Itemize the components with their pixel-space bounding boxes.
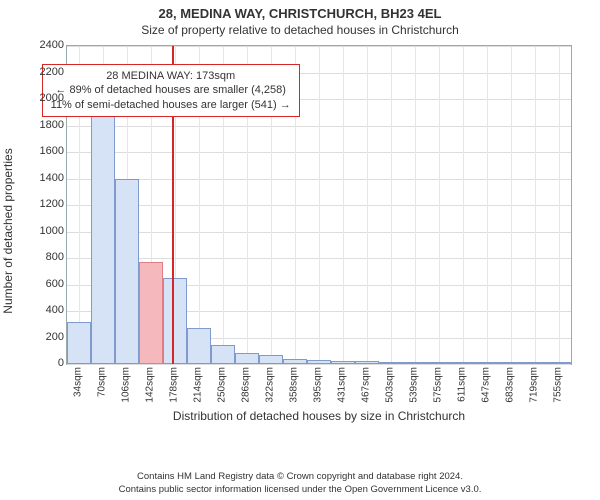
x-tick-label: 70sqm bbox=[97, 367, 108, 397]
histogram-bar bbox=[211, 345, 235, 364]
histogram-bar bbox=[139, 262, 163, 364]
y-tick-label: 2400 bbox=[24, 39, 64, 51]
gridline-v bbox=[367, 46, 368, 364]
histogram-bar bbox=[283, 359, 307, 364]
annotation-line-3: 11% of semi-detached houses are larger (… bbox=[51, 98, 291, 112]
y-tick-label: 400 bbox=[24, 304, 64, 316]
gridline-v bbox=[487, 46, 488, 364]
x-tick-label: 431sqm bbox=[337, 367, 348, 403]
gridline-v bbox=[343, 46, 344, 364]
x-tick-label: 539sqm bbox=[409, 367, 420, 403]
annotation-box: 28 MEDINA WAY: 173sqm← 89% of detached h… bbox=[42, 64, 300, 117]
x-tick-label: 755sqm bbox=[553, 367, 564, 403]
x-tick-label: 395sqm bbox=[313, 367, 324, 403]
x-tick-label: 34sqm bbox=[73, 367, 84, 397]
footer-line-2: Contains public sector information licen… bbox=[0, 484, 600, 496]
chart-title-main: 28, MEDINA WAY, CHRISTCHURCH, BH23 4EL bbox=[0, 0, 600, 21]
x-tick-label: 250sqm bbox=[217, 367, 228, 403]
y-tick-label: 1000 bbox=[24, 225, 64, 237]
y-tick-label: 600 bbox=[24, 278, 64, 290]
x-tick-label: 214sqm bbox=[193, 367, 204, 403]
x-tick-label: 503sqm bbox=[385, 367, 396, 403]
histogram-bar bbox=[499, 362, 523, 364]
gridline-v bbox=[463, 46, 464, 364]
y-tick-label: 200 bbox=[24, 331, 64, 343]
x-tick-label: 575sqm bbox=[433, 367, 444, 403]
histogram-bar bbox=[115, 179, 139, 365]
y-tick-label: 1400 bbox=[24, 172, 64, 184]
histogram-bar bbox=[259, 355, 283, 364]
annotation-line-1: 28 MEDINA WAY: 173sqm bbox=[51, 69, 291, 83]
gridline-v bbox=[391, 46, 392, 364]
y-tick-label: 2200 bbox=[24, 66, 64, 78]
histogram-bar bbox=[307, 360, 331, 364]
footer-attribution: Contains HM Land Registry data © Crown c… bbox=[0, 471, 600, 496]
x-tick-label: 322sqm bbox=[265, 367, 276, 403]
x-tick-label: 467sqm bbox=[361, 367, 372, 403]
x-tick-label: 106sqm bbox=[121, 367, 132, 403]
gridline-v bbox=[319, 46, 320, 364]
gridline-v bbox=[415, 46, 416, 364]
histogram-bar bbox=[547, 362, 571, 364]
y-axis-label: Number of detached properties bbox=[1, 148, 15, 313]
footer-line-1: Contains HM Land Registry data © Crown c… bbox=[0, 471, 600, 483]
histogram-bar bbox=[451, 362, 475, 364]
histogram-bar bbox=[355, 361, 379, 364]
y-tick-label: 0 bbox=[24, 357, 64, 369]
chart-title-sub: Size of property relative to detached ho… bbox=[0, 21, 600, 41]
y-tick-label: 1800 bbox=[24, 119, 64, 131]
histogram-bar bbox=[427, 362, 451, 364]
histogram-bar bbox=[331, 361, 355, 364]
x-axis-label: Distribution of detached houses by size … bbox=[66, 409, 572, 423]
histogram-bar bbox=[91, 103, 115, 364]
x-tick-label: 178sqm bbox=[169, 367, 180, 403]
x-tick-label: 286sqm bbox=[241, 367, 252, 403]
x-tick-label: 611sqm bbox=[457, 367, 468, 402]
histogram-bar bbox=[163, 278, 187, 364]
x-tick-label: 358sqm bbox=[289, 367, 300, 403]
gridline-v bbox=[559, 46, 560, 364]
chart-container: Number of detached properties 28 MEDINA … bbox=[20, 41, 580, 421]
x-tick-label: 142sqm bbox=[145, 367, 156, 403]
annotation-line-2: ← 89% of detached houses are smaller (4,… bbox=[51, 83, 291, 97]
y-tick-label: 800 bbox=[24, 251, 64, 263]
gridline-v bbox=[511, 46, 512, 364]
plot-area: 28 MEDINA WAY: 173sqm← 89% of detached h… bbox=[66, 45, 572, 365]
histogram-bar bbox=[67, 322, 91, 364]
histogram-bar bbox=[475, 362, 499, 364]
gridline-h bbox=[67, 364, 571, 365]
histogram-bar bbox=[187, 328, 211, 364]
y-tick-label: 2000 bbox=[24, 92, 64, 104]
histogram-bar bbox=[403, 362, 427, 364]
x-tick-label: 719sqm bbox=[529, 367, 540, 403]
histogram-bar bbox=[235, 353, 259, 364]
histogram-bar bbox=[379, 362, 403, 364]
histogram-bar bbox=[523, 362, 547, 364]
x-tick-label: 647sqm bbox=[481, 367, 492, 403]
y-tick-label: 1200 bbox=[24, 198, 64, 210]
x-tick-label: 683sqm bbox=[505, 367, 516, 403]
y-tick-label: 1600 bbox=[24, 145, 64, 157]
gridline-v bbox=[439, 46, 440, 364]
gridline-v bbox=[535, 46, 536, 364]
